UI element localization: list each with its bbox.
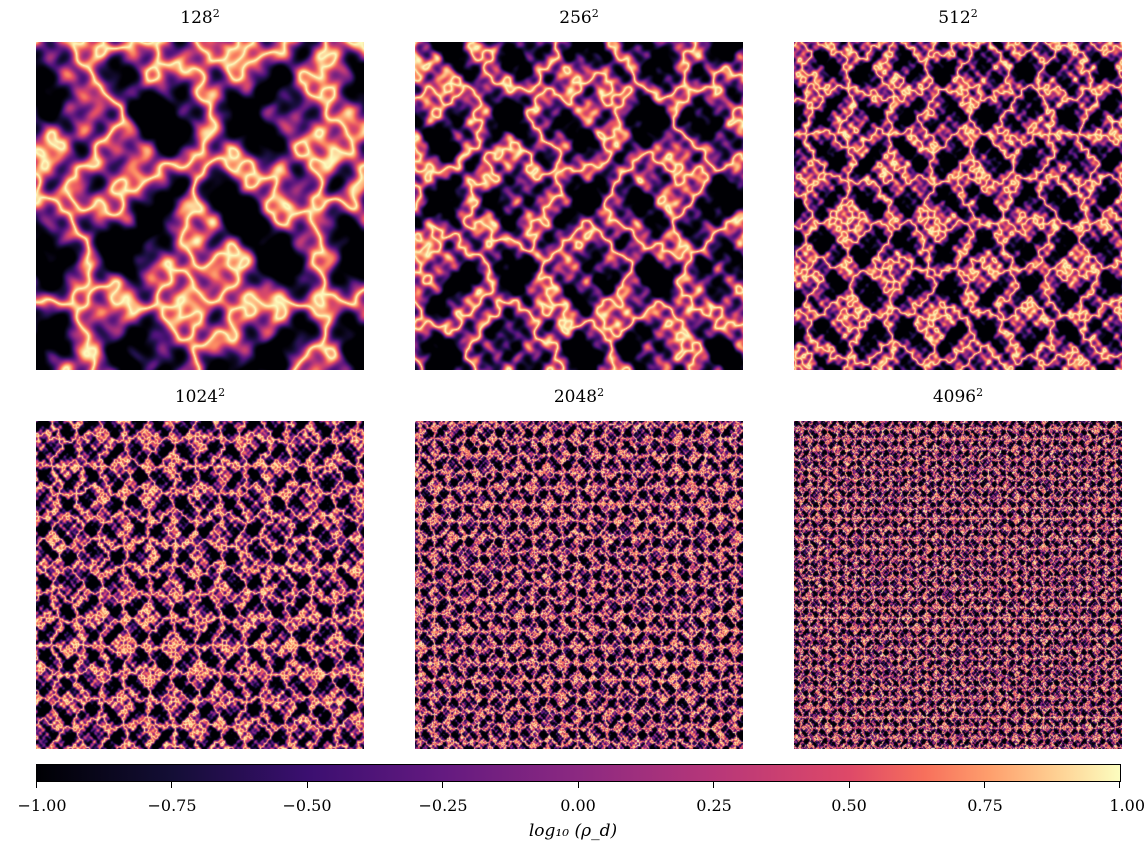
colorbar-tick [713,782,714,788]
density-canvas-4096 [794,421,1122,749]
colorbar-gradient [36,764,1121,782]
density-canvas-512 [794,42,1122,370]
colorbar-tick [1119,782,1120,788]
colorbar-tick-label: −0.75 [147,796,197,815]
density-map-4096 [794,421,1122,749]
density-map-128 [36,42,364,370]
colorbar [36,764,1121,782]
density-map-512 [794,42,1122,370]
density-map-1024 [36,421,364,749]
density-canvas-2048 [415,421,743,749]
colorbar-tick [578,782,579,788]
colorbar-tick-label: −0.25 [418,796,468,815]
colorbar-tick-label: 0.00 [560,796,596,815]
panel-title-256: 2562 [559,7,599,28]
colorbar-tick [171,782,172,788]
density-canvas-1024 [36,421,364,749]
colorbar-tick [442,782,443,788]
density-canvas-256 [415,42,743,370]
panel-title-512: 5122 [938,7,978,28]
colorbar-tick-label: 0.50 [831,796,867,815]
colorbar-tick [984,782,985,788]
panel-title-4096: 40962 [932,386,984,407]
density-map-256 [415,42,743,370]
colorbar-tick-label: −0.50 [282,796,332,815]
colorbar-tick-label: −1.00 [17,796,67,815]
colorbar-tick-label: 0.25 [696,796,732,815]
panel-title-1024: 10242 [174,386,226,407]
density-map-2048 [415,421,743,749]
colorbar-tick [849,782,850,788]
colorbar-tick [36,782,37,788]
colorbar-tick-label: 1.00 [1109,796,1145,815]
panel-title-2048: 20482 [553,386,605,407]
colorbar-tick [307,782,308,788]
colorbar-tick-label: 0.75 [967,796,1003,815]
panel-title-128: 1282 [180,7,220,28]
colorbar-label: log₁₀ (ρ_d) [528,821,618,841]
density-canvas-128 [36,42,364,370]
